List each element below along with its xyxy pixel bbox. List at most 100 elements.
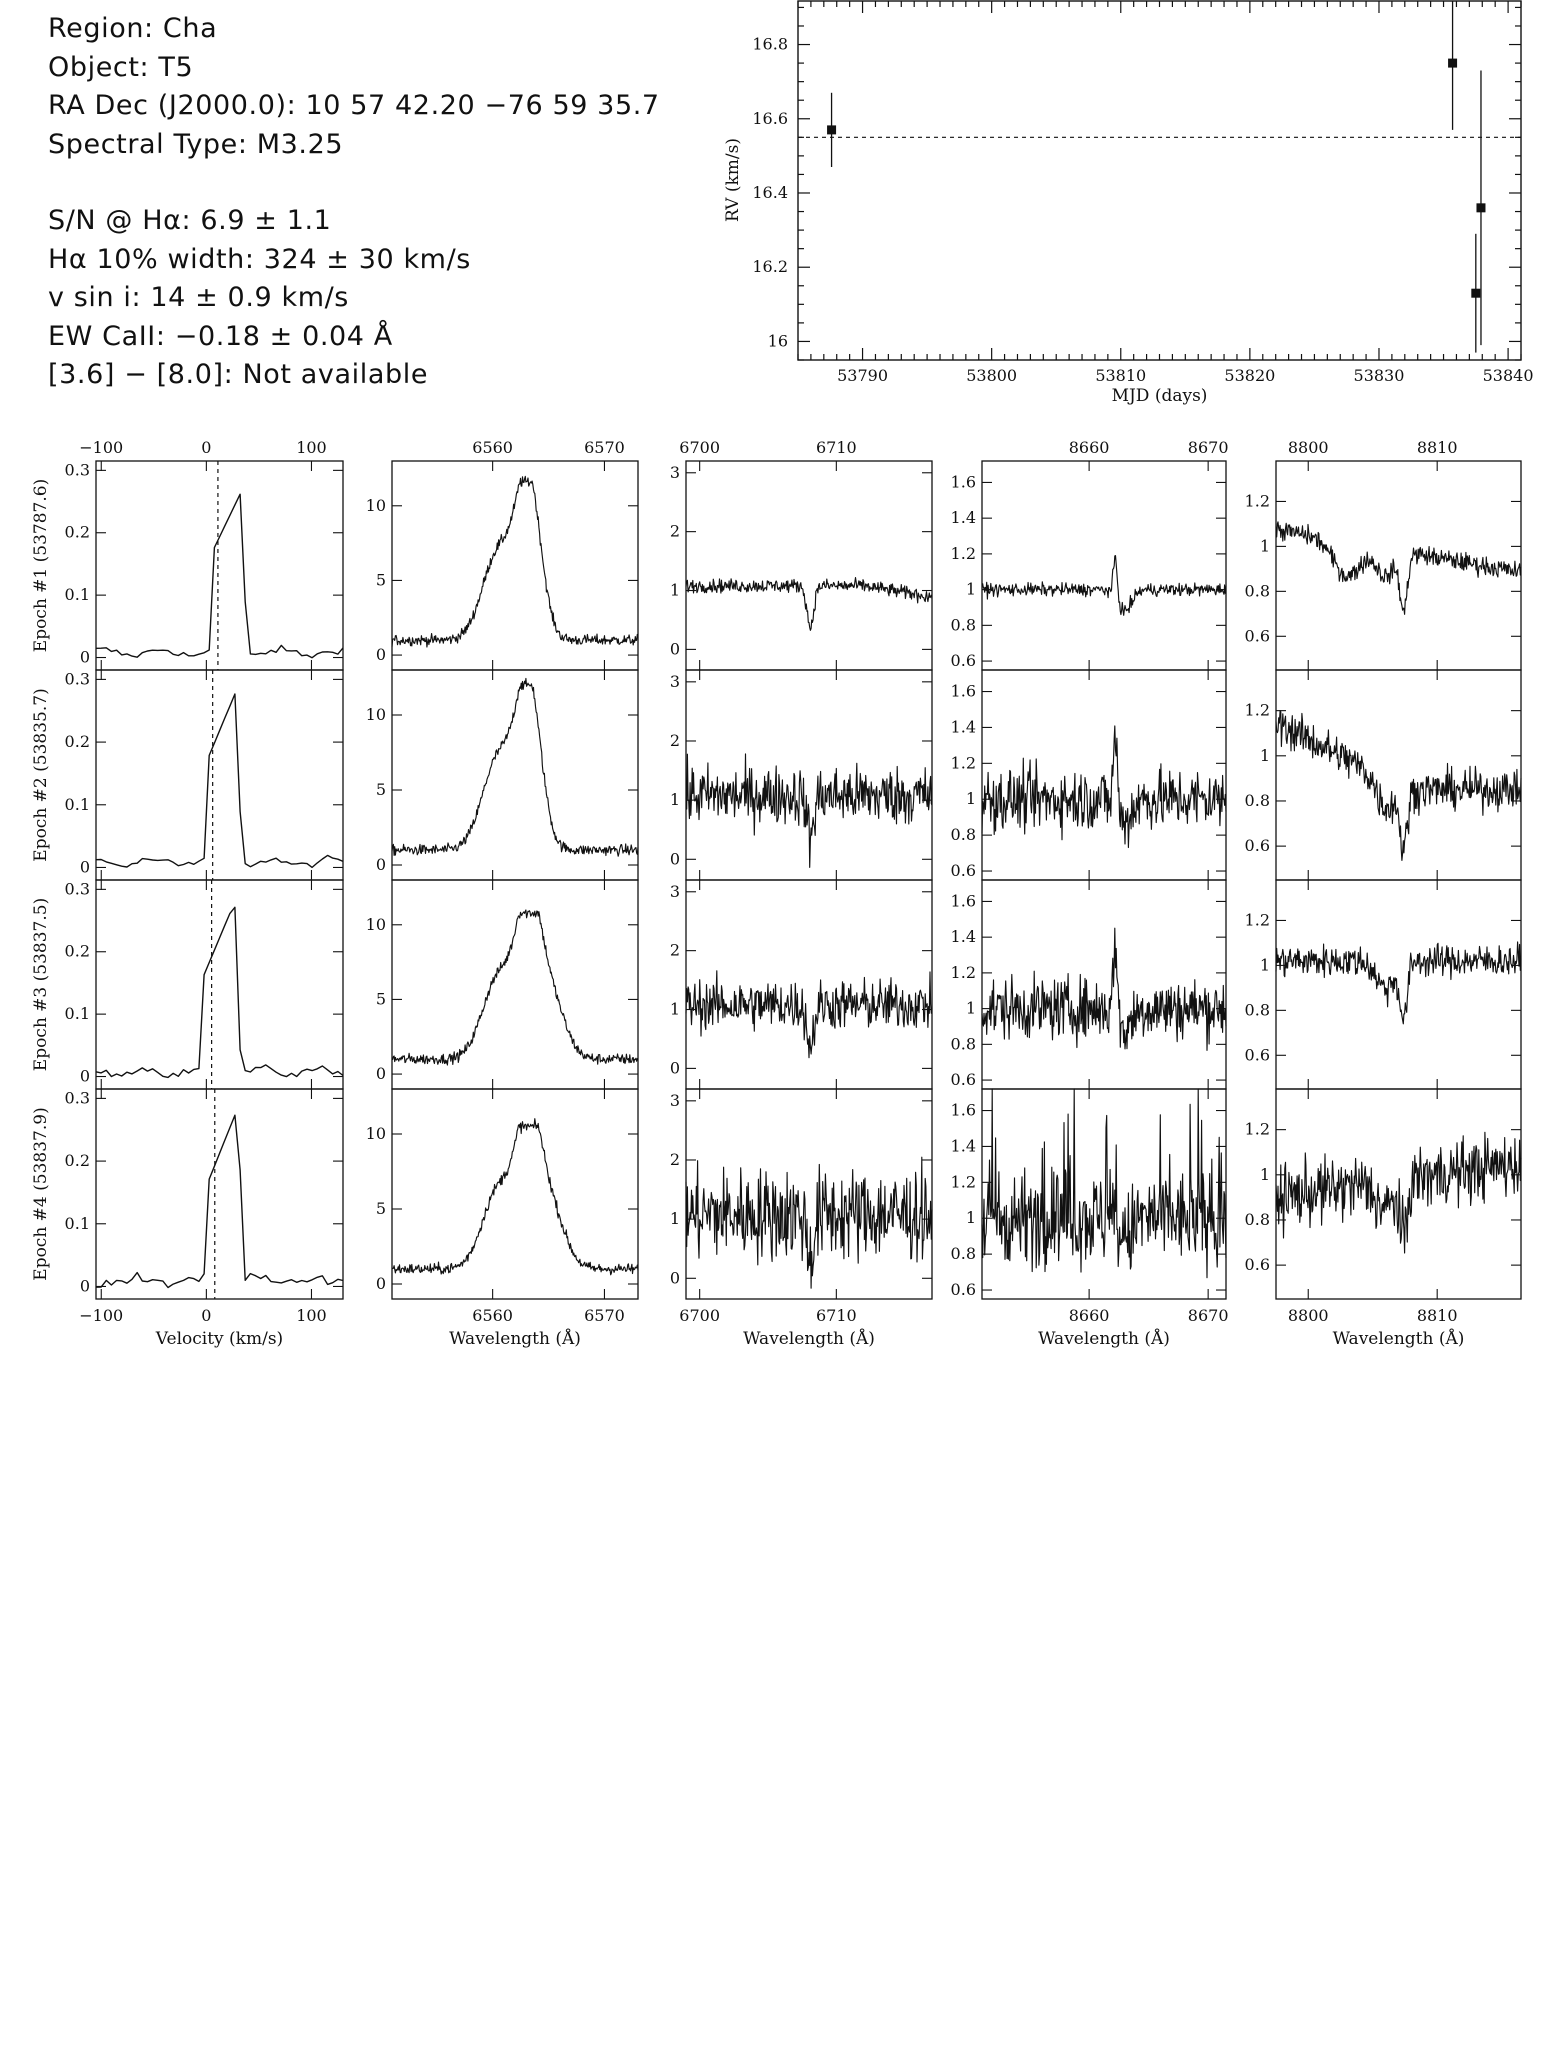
panel-y-tick-label: 10 xyxy=(366,915,386,934)
spectrum-line xyxy=(95,1114,344,1289)
panel-y-tick-label: 5 xyxy=(376,989,386,1008)
panel-y-tick-label: 0.3 xyxy=(65,1088,90,1107)
panel-y-tick-label: 0 xyxy=(80,1067,90,1086)
rv-x-tick-label: 53810 xyxy=(1095,366,1146,385)
panel-y-tick-label: 1.6 xyxy=(951,1101,976,1120)
spectrum-line xyxy=(1275,710,1522,861)
panel-y-tick-label: 1 xyxy=(670,1000,680,1019)
panel-y-tick-label: 0 xyxy=(670,849,680,868)
panel-top-tick-label: 8670 xyxy=(1188,438,1229,457)
info-line: EW CaII: −0.18 ± 0.04 Å xyxy=(48,320,393,352)
panel-bottom-tick-label: 8660 xyxy=(1069,1306,1110,1325)
panel-y-tick-label: 1 xyxy=(966,789,976,808)
spectrum-line xyxy=(685,1156,933,1289)
spectrum-line xyxy=(685,753,933,868)
rv-y-tick-label: 16.6 xyxy=(752,109,788,128)
panel-y-tick-label: 1.4 xyxy=(951,508,976,527)
spectrum-panel-frame xyxy=(981,879,1227,1090)
panel-y-tick-label: 0.1 xyxy=(65,1214,90,1233)
spectrum-panel-frame xyxy=(95,1088,344,1300)
panel-top-tick-label: 6570 xyxy=(584,438,625,457)
panel-y-tick-label: 1.2 xyxy=(951,753,976,772)
panel-y-tick-label: 1.2 xyxy=(1245,701,1270,720)
panel-y-tick-label: 2 xyxy=(670,941,680,960)
panel-y-tick-label: 0.2 xyxy=(65,523,90,542)
panel-bottom-tick-label: 0 xyxy=(201,1306,211,1325)
panel-y-tick-label: 0.6 xyxy=(951,1280,976,1299)
panel-y-tick-label: 1.6 xyxy=(951,891,976,910)
panel-x-axis-label: Wavelength (Å) xyxy=(1333,1328,1465,1349)
panel-y-tick-label: 1 xyxy=(670,1209,680,1228)
rv-x-tick-label: 53800 xyxy=(966,366,1017,385)
panel-top-tick-label: 6710 xyxy=(816,438,857,457)
panel-y-tick-label: 0.3 xyxy=(65,879,90,898)
spectrum-line xyxy=(95,693,344,869)
panel-top-tick-label: 6700 xyxy=(679,438,720,457)
panel-y-tick-label: 0.8 xyxy=(951,615,976,634)
panel-y-tick-label: 0.8 xyxy=(1245,1210,1270,1229)
panel-x-axis-label: Velocity (km/s) xyxy=(155,1329,283,1349)
info-line: v sin i: 14 ± 0.9 km/s xyxy=(48,282,349,313)
spectrum-line xyxy=(1275,521,1522,615)
panel-y-tick-label: 0.3 xyxy=(65,460,90,479)
info-line: S/N @ Hα: 6.9 ± 1.1 xyxy=(48,205,332,236)
epoch-label: Epoch #4 (53837.9) xyxy=(31,1107,51,1280)
panel-y-tick-label: 1.6 xyxy=(951,472,976,491)
panel-y-tick-label: 0.6 xyxy=(951,651,976,670)
rv-data-point xyxy=(1476,203,1486,213)
spectrum-line xyxy=(95,493,344,659)
panel-y-tick-label: 0.6 xyxy=(1245,1255,1270,1274)
panel-top-tick-label: −100 xyxy=(79,438,123,457)
panel-y-tick-label: 0.6 xyxy=(951,1070,976,1089)
panel-y-tick-label: 10 xyxy=(366,496,386,515)
panel-bottom-tick-label: 8670 xyxy=(1188,1306,1229,1325)
panel-y-tick-label: 0 xyxy=(376,1274,386,1293)
panel-y-tick-label: 0.6 xyxy=(1245,836,1270,855)
panel-y-tick-label: 10 xyxy=(366,705,386,724)
spectrum-panel-frame xyxy=(1275,669,1522,881)
panel-y-tick-label: 0.2 xyxy=(65,1151,90,1170)
panel-y-tick-label: 1.2 xyxy=(951,1172,976,1191)
panel-bottom-tick-label: −100 xyxy=(79,1306,123,1325)
spectrum-panel-frame xyxy=(391,879,639,1090)
panel-y-tick-label: 1.6 xyxy=(951,682,976,701)
spectrum-panel-frame xyxy=(981,1088,1227,1300)
spectrum-line xyxy=(95,906,344,1079)
panel-y-tick-label: 1 xyxy=(966,999,976,1018)
panel-y-tick-label: 0.1 xyxy=(65,1004,90,1023)
panel-y-tick-label: 3 xyxy=(670,672,680,691)
rv-y-axis-label: RV (km/s) xyxy=(723,138,743,222)
spectrum-line xyxy=(685,577,933,631)
panel-y-tick-label: 0.8 xyxy=(1245,581,1270,600)
spectrum-panel-frame xyxy=(95,669,344,881)
panel-y-tick-label: 0 xyxy=(80,857,90,876)
panel-bottom-tick-label: 8800 xyxy=(1288,1306,1329,1325)
spectrum-line xyxy=(1275,941,1522,1025)
panel-y-tick-label: 0 xyxy=(670,639,680,658)
panel-bottom-tick-label: 6700 xyxy=(679,1306,720,1325)
panel-y-tick-label: 1 xyxy=(670,581,680,600)
panel-y-tick-label: 1 xyxy=(1260,536,1270,555)
rv-x-axis-label: MJD (days) xyxy=(1112,386,1208,406)
spectrum-line xyxy=(981,927,1227,1051)
info-line: Object: T5 xyxy=(48,51,194,83)
panel-y-tick-label: 0.3 xyxy=(65,669,90,688)
panel-y-tick-label: 0 xyxy=(80,648,90,667)
panel-y-tick-label: 10 xyxy=(366,1124,386,1143)
panel-y-tick-label: 1.2 xyxy=(951,963,976,982)
panel-top-tick-label: 100 xyxy=(296,438,327,457)
rv-y-tick-label: 16.2 xyxy=(752,257,788,276)
spectrum-panel-frame xyxy=(391,669,639,881)
panel-bottom-tick-label: 6570 xyxy=(584,1306,625,1325)
panel-y-tick-label: 2 xyxy=(670,522,680,541)
panel-top-tick-label: 8810 xyxy=(1417,438,1458,457)
panel-y-tick-label: 0 xyxy=(670,1058,680,1077)
info-block: Region: Cha Object: T5 RA Dec (J2000.0):… xyxy=(48,10,728,395)
rv-data-point xyxy=(1448,58,1458,68)
panel-top-tick-label: 8660 xyxy=(1069,438,1110,457)
panel-y-tick-label: 1.4 xyxy=(951,927,976,946)
rv-x-tick-label: 53820 xyxy=(1224,366,1275,385)
panel-y-tick-label: 1.2 xyxy=(951,544,976,563)
panel-y-tick-label: 0.8 xyxy=(1245,791,1270,810)
panel-y-tick-label: 5 xyxy=(376,570,386,589)
